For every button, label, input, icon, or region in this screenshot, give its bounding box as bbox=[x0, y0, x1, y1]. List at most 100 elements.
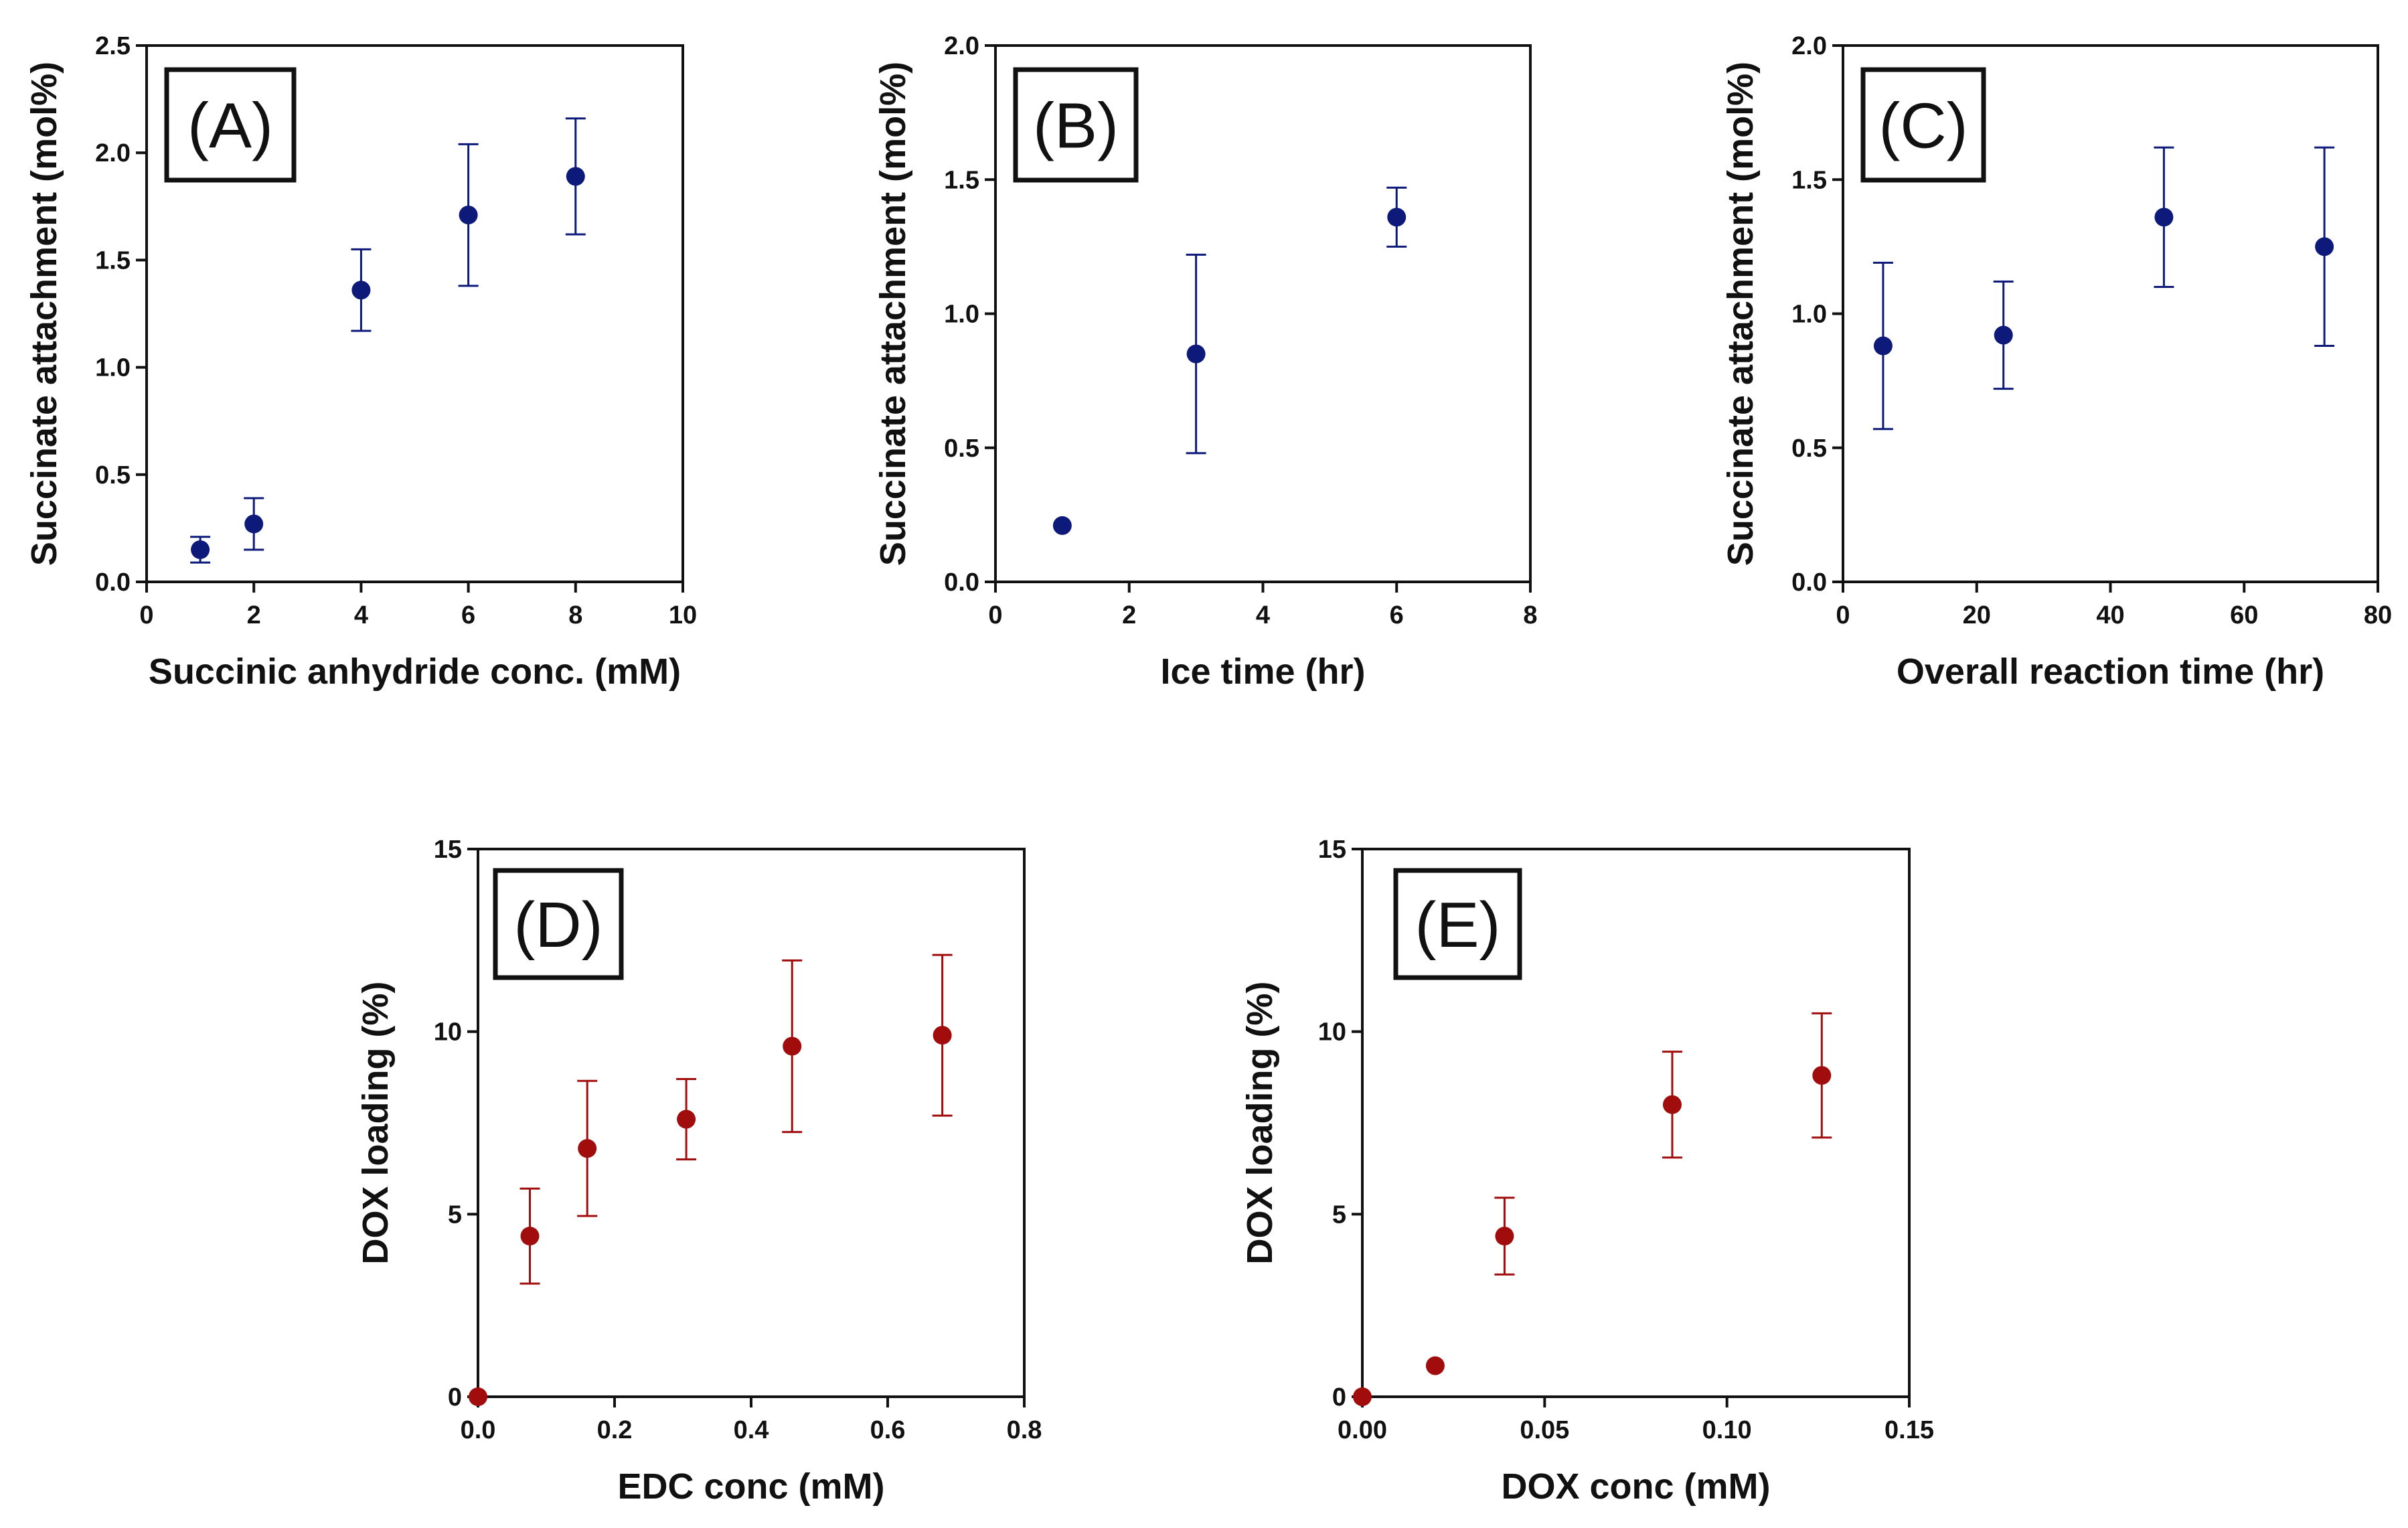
x-axis-title: Overall reaction time (hr) bbox=[1897, 652, 2324, 692]
x-tick-label: 0.4 bbox=[734, 1416, 769, 1444]
y-tick-label: 1.0 bbox=[1791, 301, 1827, 329]
x-tick-label: 8 bbox=[568, 601, 582, 629]
y-tick-label: 1.5 bbox=[944, 166, 979, 194]
x-tick-label: 0.0 bbox=[461, 1416, 496, 1444]
data-point bbox=[1052, 516, 1072, 535]
x-tick-label: 0.8 bbox=[1007, 1416, 1042, 1444]
x-axis-title: Ice time (hr) bbox=[1160, 652, 1365, 692]
x-tick-label: 6 bbox=[1390, 601, 1404, 629]
data-point bbox=[677, 1110, 696, 1129]
data-point bbox=[244, 514, 264, 534]
data-point bbox=[459, 206, 478, 225]
panel-label: (C) bbox=[1878, 90, 1968, 162]
x-tick-label: 80 bbox=[2364, 601, 2392, 629]
chart-panel-a: 0 2 4 6 8 10 0.0 0.5 1.0 1.5 2.0 2.5 Succinic anhydr… bbox=[24, 32, 697, 692]
x-tick-label: 10 bbox=[669, 601, 697, 629]
data-point bbox=[1873, 336, 1893, 356]
data-point bbox=[1495, 1227, 1514, 1246]
y-tick-label: 2.5 bbox=[95, 32, 131, 60]
x-tick-label: 60 bbox=[2230, 601, 2258, 629]
panel-label-box bbox=[164, 67, 297, 183]
x-tick-label: 6 bbox=[461, 601, 475, 629]
x-tick-label: 20 bbox=[1963, 601, 1991, 629]
panel-label-box bbox=[1860, 67, 1986, 183]
x-tick-label: 0.05 bbox=[1520, 1416, 1569, 1444]
x-tick-label: 40 bbox=[2096, 601, 2124, 629]
data-point bbox=[566, 167, 585, 186]
y-tick-label: 0 bbox=[448, 1383, 462, 1411]
data-point bbox=[469, 1387, 487, 1406]
data-point bbox=[578, 1139, 597, 1158]
plot-frame bbox=[145, 44, 684, 583]
x-tick-label: 8 bbox=[1523, 601, 1537, 629]
data-point bbox=[520, 1227, 540, 1246]
x-tick-label: 0.6 bbox=[870, 1416, 906, 1444]
panel-label-box bbox=[493, 868, 624, 980]
x-tick-label: 2 bbox=[247, 601, 261, 629]
y-axis-title: Succinate attachment (mol%) bbox=[1720, 62, 1761, 566]
data-point bbox=[933, 1026, 952, 1045]
y-tick-label: 1.0 bbox=[95, 354, 131, 382]
plot-frame bbox=[1361, 848, 1911, 1398]
chart-panel-e: 0.00 0.05 0.10 0.15 0 5 10 15 DOX conc (mM) DOX l… bbox=[1240, 836, 1934, 1507]
x-axis-title: Succinic anhydride conc. (mM) bbox=[149, 652, 681, 692]
x-tick-label: 0 bbox=[139, 601, 153, 629]
y-tick-label: 0.5 bbox=[1791, 435, 1827, 463]
data-point bbox=[1662, 1095, 1682, 1114]
x-tick-label: 4 bbox=[1256, 601, 1270, 629]
x-tick-label: 2 bbox=[1122, 601, 1136, 629]
data-point bbox=[1425, 1356, 1445, 1375]
x-axis-title: EDC conc (mM) bbox=[617, 1466, 884, 1507]
panel-label-box bbox=[1393, 868, 1522, 980]
x-tick-label: 0 bbox=[988, 601, 1002, 629]
panel-label: (D) bbox=[513, 889, 603, 961]
data-point bbox=[1812, 1066, 1832, 1085]
y-axis-title: Succinate attachment (mol%) bbox=[873, 62, 913, 566]
chart-panel-c: 0 20 40 60 80 0.0 0.5 1.0 1.5 2.0 Overall reaction… bbox=[1720, 32, 2392, 692]
y-tick-label: 1.0 bbox=[944, 301, 979, 329]
y-tick-label: 10 bbox=[434, 1018, 462, 1047]
y-tick-label: 1.5 bbox=[1791, 166, 1827, 194]
y-tick-label: 0.0 bbox=[1791, 568, 1827, 597]
x-axis-title: DOX conc (mM) bbox=[1501, 1466, 1770, 1507]
x-tick-label: 0.00 bbox=[1338, 1416, 1387, 1444]
x-tick-label: 0.15 bbox=[1884, 1416, 1934, 1444]
data-point bbox=[351, 281, 371, 300]
panel-label: (B) bbox=[1033, 90, 1119, 162]
data-point bbox=[191, 540, 210, 559]
x-tick-label: 0.10 bbox=[1702, 1416, 1752, 1444]
y-tick-label: 2.0 bbox=[944, 32, 979, 60]
y-tick-label: 2.0 bbox=[95, 139, 131, 167]
y-axis-title: DOX loading (%) bbox=[355, 982, 396, 1265]
y-axis-title: DOX loading (%) bbox=[1240, 982, 1280, 1265]
x-tick-label: 0 bbox=[1836, 601, 1850, 629]
data-point bbox=[2315, 237, 2334, 256]
y-tick-label: 15 bbox=[1318, 836, 1346, 864]
y-tick-label: 0.5 bbox=[944, 435, 979, 463]
y-tick-label: 15 bbox=[434, 836, 462, 864]
data-point bbox=[2154, 208, 2174, 227]
x-tick-label: 4 bbox=[354, 601, 368, 629]
y-tick-label: 0.0 bbox=[95, 568, 131, 597]
data-point bbox=[1387, 208, 1407, 227]
y-axis-title: Succinate attachment (mol%) bbox=[24, 62, 64, 566]
y-tick-label: 1.5 bbox=[95, 246, 131, 275]
y-tick-label: 0.0 bbox=[944, 568, 979, 597]
panel-label: (A) bbox=[187, 90, 273, 162]
panel-label-box bbox=[1013, 67, 1139, 183]
chart-panel-d: 0.0 0.2 0.4 0.6 0.8 0 5 10 15 EDC conc (mM) DOX lo… bbox=[355, 836, 1042, 1507]
y-tick-label: 0 bbox=[1332, 1383, 1346, 1411]
y-tick-label: 10 bbox=[1318, 1018, 1346, 1047]
y-tick-label: 5 bbox=[1332, 1201, 1346, 1229]
x-tick-label: 0.2 bbox=[597, 1416, 633, 1444]
y-tick-label: 2.0 bbox=[1791, 32, 1827, 60]
y-tick-label: 0.5 bbox=[95, 461, 131, 489]
chart-panel-b: 0 2 4 6 8 0.0 0.5 1.0 1.5 2.0 Ice time (hr) Succina… bbox=[873, 32, 1538, 692]
data-point bbox=[1186, 344, 1206, 364]
data-point bbox=[1353, 1387, 1372, 1406]
data-point bbox=[783, 1037, 802, 1056]
y-tick-label: 5 bbox=[448, 1201, 462, 1229]
data-point bbox=[1994, 325, 2013, 345]
panel-label: (E) bbox=[1415, 889, 1501, 961]
